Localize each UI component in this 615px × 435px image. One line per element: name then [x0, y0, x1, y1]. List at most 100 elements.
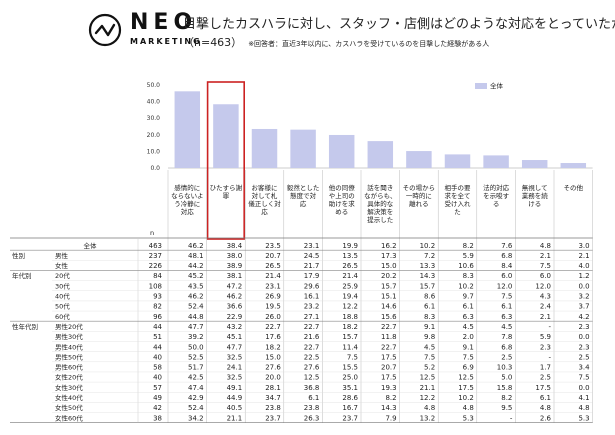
table-cell: 3.2 — [578, 293, 589, 301]
table-cell: 42.9 — [188, 394, 204, 402]
table-cell: 11.8 — [381, 333, 397, 341]
table-cell: 43.5 — [188, 282, 204, 290]
row-n-value: 44 — [153, 323, 162, 331]
table-cell: 8.6 — [424, 293, 436, 301]
table-cell: 26.5 — [342, 262, 358, 270]
category-label: 業務を続 — [522, 191, 549, 200]
table-cell: 7.9 — [385, 414, 396, 422]
table-cell: 47.7 — [227, 343, 243, 351]
table-cell: 0.0 — [578, 384, 589, 392]
table-cell: 9.5 — [501, 404, 512, 412]
y-tick-label: 20.0 — [147, 132, 161, 139]
legend-label: 全体 — [490, 81, 504, 90]
table-cell: 8.2 — [385, 394, 396, 402]
category-label: 毅然とした — [287, 183, 320, 192]
table-cell: 52.5 — [188, 353, 204, 361]
table-cell: 23.2 — [304, 303, 320, 311]
table-cell: 38.9 — [227, 262, 243, 270]
respondent-note: ※回答者：直近3年以内に、カスハラを受けているのを目撃した経験がある人 — [248, 40, 490, 48]
row-label: 男性60代 — [55, 363, 83, 372]
table-cell: 23.7 — [265, 414, 281, 422]
table-cell: - — [510, 414, 513, 422]
table-cell: 8.2 — [501, 394, 512, 402]
table-cell: 17.5 — [381, 374, 397, 382]
category-label: 罪 — [223, 192, 230, 200]
table-cell: 8.3 — [424, 313, 435, 321]
table-cell: 24.1 — [227, 364, 243, 372]
table-cell: 6.1 — [540, 394, 551, 402]
table-cell: 14.3 — [420, 272, 436, 280]
table-cell: 28.6 — [342, 394, 358, 402]
table-cell: 5.0 — [501, 374, 512, 382]
category-label: その場から — [403, 183, 436, 192]
table-cell: 13.3 — [420, 262, 436, 270]
table-cell: 13.2 — [420, 414, 436, 422]
category-label: お客様に — [252, 183, 278, 192]
table-cell: 23.1 — [304, 242, 320, 250]
table-cell: 6.9 — [463, 364, 474, 372]
table-cell: 17.5 — [381, 353, 397, 361]
table-cell: 8.2 — [463, 242, 474, 250]
category-label: 対応 — [181, 207, 195, 216]
n-header: n — [150, 229, 154, 237]
y-tick-label: 40.0 — [147, 99, 161, 106]
table-cell: 47.2 — [227, 282, 243, 290]
table-cell: 2.3 — [540, 343, 551, 351]
table-cell: 34.2 — [188, 414, 204, 422]
table-cell: 12.0 — [535, 282, 551, 290]
table-cell: 2.3 — [578, 323, 589, 331]
table-cell: 15.7 — [381, 282, 397, 290]
row-n-value: 108 — [149, 282, 162, 290]
bar — [290, 129, 316, 168]
category-label: める — [335, 208, 348, 216]
category-label: 法的対応 — [483, 183, 510, 192]
table-cell: 15.1 — [381, 293, 397, 301]
bar — [213, 104, 239, 168]
table-cell: 14.6 — [381, 303, 397, 311]
table-cell: 7.5 — [463, 353, 474, 361]
bar — [174, 91, 201, 168]
table-cell: - — [548, 353, 551, 361]
bar — [328, 134, 355, 168]
table-cell: 17.6 — [265, 333, 281, 341]
table-cell: 16.2 — [381, 242, 397, 250]
category-label: 他の同僚 — [329, 183, 356, 192]
table-cell: 22.7 — [304, 323, 320, 331]
table-cell: 18.2 — [265, 343, 281, 351]
row-label: 女性50代 — [55, 403, 83, 412]
table-cell: - — [548, 323, 551, 331]
row-label: 男性40代 — [55, 342, 83, 351]
category-label: や上司の — [329, 191, 355, 200]
table-cell: 8.4 — [501, 262, 513, 270]
category-label: 相手の要 — [445, 183, 472, 192]
table-cell: 5.9 — [463, 252, 474, 260]
table-cell: 18.2 — [342, 323, 358, 331]
table-cell: 2.0 — [463, 333, 474, 341]
row-n-value: 93 — [153, 293, 162, 301]
category-label: その他 — [564, 183, 584, 192]
table-cell: 2.1 — [578, 252, 589, 260]
row-n-value: 463 — [149, 242, 162, 250]
table-cell: 25.0 — [342, 374, 358, 382]
category-label: 感情的に — [174, 183, 200, 192]
category-label: 具体的な — [367, 199, 394, 208]
table-cell: 15.0 — [381, 262, 397, 270]
table-cell: 51.7 — [188, 364, 204, 372]
bar — [367, 141, 394, 168]
row-label: 50代 — [55, 302, 70, 311]
table-cell: 19.4 — [342, 293, 358, 301]
category-label: う冷静に — [174, 199, 200, 208]
bar — [483, 155, 509, 168]
table-cell: 52.4 — [188, 404, 204, 412]
table-cell: 26.5 — [265, 262, 281, 270]
table-cell: 21.1 — [227, 414, 243, 422]
table-cell: 15.7 — [420, 282, 436, 290]
table-cell: 22.7 — [381, 323, 397, 331]
table-cell: 17.5 — [458, 384, 474, 392]
row-n-value: 82 — [153, 303, 162, 311]
row-group-label: 年代別 — [12, 271, 32, 280]
table-cell: 12.2 — [342, 303, 358, 311]
table-cell: 32.5 — [227, 353, 243, 361]
table-cell: 10.2 — [458, 282, 474, 290]
row-n-value: 49 — [153, 394, 162, 402]
